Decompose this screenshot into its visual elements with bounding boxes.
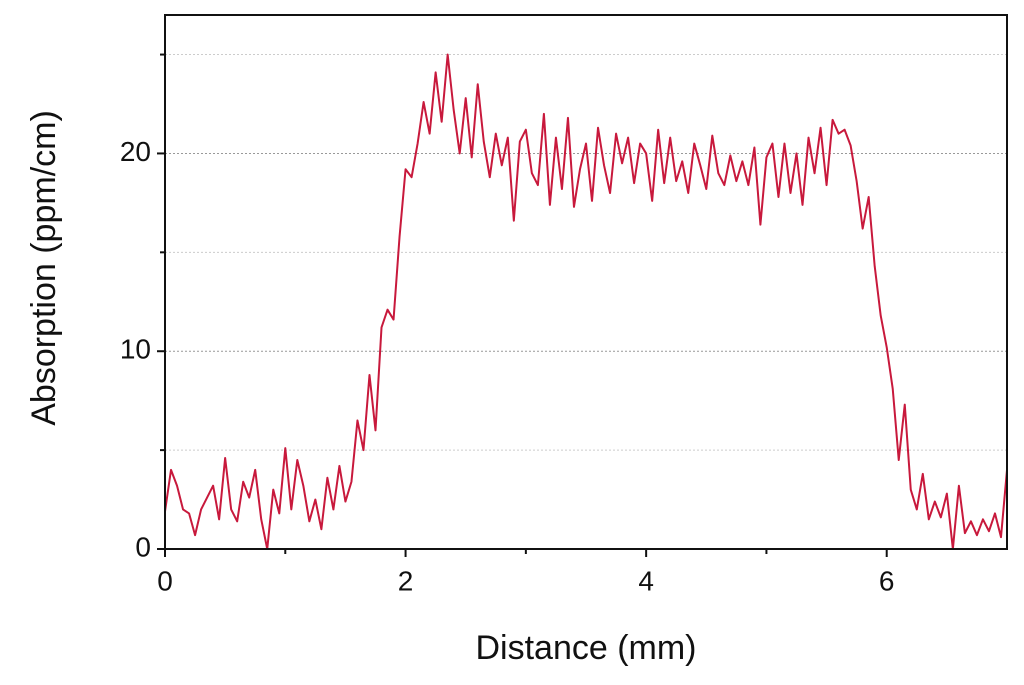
data-line — [164, 53, 1008, 550]
y-tick-label: 0 — [135, 531, 151, 562]
x-tick-label: 0 — [157, 565, 173, 596]
x-tick-label: 4 — [638, 565, 654, 596]
x-tick-label: 6 — [879, 565, 895, 596]
y-tick-label: 20 — [120, 136, 151, 167]
plot-frame — [164, 14, 1008, 550]
x-tick-label: 2 — [398, 565, 414, 596]
y-tick-label: 10 — [120, 334, 151, 365]
y-axis-label: Absorption (ppm/cm) — [25, 110, 63, 426]
x-axis-label: Distance (mm) — [475, 629, 696, 667]
